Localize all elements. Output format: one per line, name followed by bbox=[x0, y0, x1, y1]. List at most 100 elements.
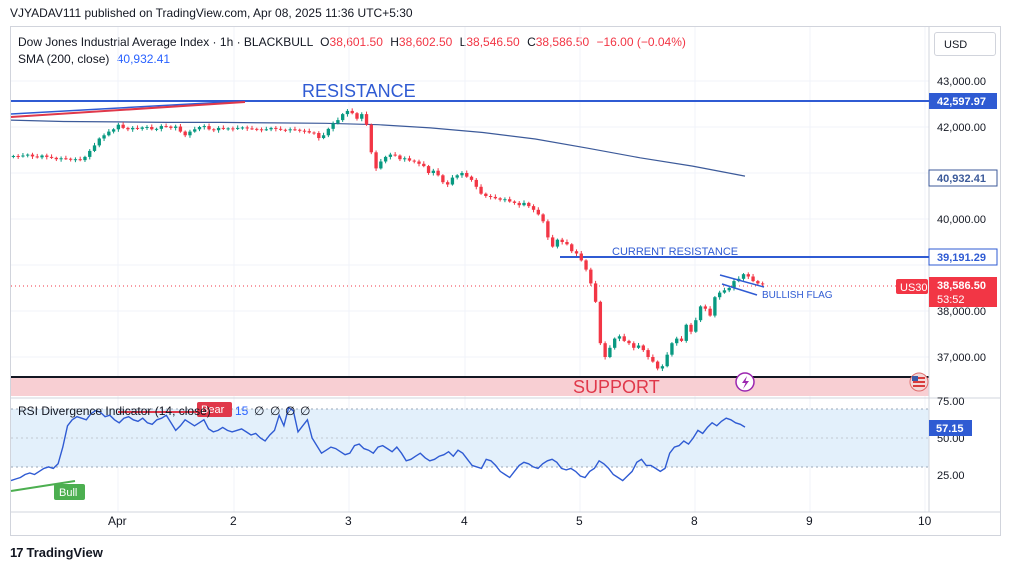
candle-body bbox=[732, 281, 736, 288]
support-band bbox=[11, 377, 929, 396]
sma-value: 40,932.41 bbox=[116, 52, 171, 66]
candle-body bbox=[603, 343, 607, 357]
candle-body bbox=[231, 128, 235, 130]
candle-body bbox=[431, 170, 436, 173]
change-value: −16.00 (−0.04%) bbox=[596, 35, 686, 49]
resistance-price-badge: 42,597.97 bbox=[929, 93, 997, 109]
candle-body bbox=[660, 366, 665, 369]
current-resistance-label: CURRENT RESISTANCE bbox=[612, 246, 738, 258]
candle-body bbox=[722, 290, 727, 293]
candle-body bbox=[321, 135, 326, 139]
tradingview-logo-icon: 17 bbox=[10, 545, 24, 560]
candle-body bbox=[684, 324, 688, 341]
candle-body bbox=[751, 276, 755, 282]
candle-body bbox=[317, 132, 321, 139]
candle-body bbox=[503, 199, 507, 201]
close-value: 38,586.50 bbox=[535, 35, 590, 49]
candle-body bbox=[202, 126, 206, 128]
candle-body bbox=[574, 251, 579, 254]
candle-body bbox=[383, 156, 388, 162]
rsi-value-badge: 57.15 bbox=[929, 420, 972, 436]
candle-body bbox=[407, 158, 412, 161]
candle-body bbox=[512, 201, 517, 203]
candle-body bbox=[460, 173, 464, 176]
candle-body bbox=[670, 343, 674, 355]
candle-body bbox=[441, 175, 445, 183]
current-resistance-price-text: 39,191.29 bbox=[937, 252, 986, 264]
rsi-placeholder-0: ∅ bbox=[254, 404, 264, 418]
candle-body bbox=[83, 156, 87, 161]
last-price-badge: US30 38,586.50 53:52 bbox=[896, 277, 997, 307]
candle-body bbox=[331, 123, 335, 129]
candle-body bbox=[412, 160, 416, 162]
candle-body bbox=[445, 182, 450, 185]
candle-body bbox=[741, 274, 746, 279]
candle-body bbox=[703, 306, 708, 309]
candle-body bbox=[379, 161, 383, 169]
currency-selector[interactable]: USD bbox=[934, 32, 996, 56]
bull-badge-label: Bull bbox=[59, 487, 77, 499]
symbol-legend[interactable]: Dow Jones Industrial Average Index · 1h … bbox=[18, 35, 686, 49]
candle-body bbox=[73, 159, 78, 161]
bear-badge: Bear bbox=[197, 402, 232, 417]
time-tick-4: 4 bbox=[461, 514, 468, 528]
candle-body bbox=[274, 127, 278, 129]
footer-brand: TradingView bbox=[26, 545, 103, 560]
time-tick-10: 10 bbox=[918, 514, 932, 528]
sma-legend[interactable]: SMA (200, close) 40,932.41 bbox=[18, 52, 170, 66]
candle-body bbox=[508, 199, 512, 202]
resistance-price-text: 42,597.97 bbox=[937, 96, 986, 108]
candle-body bbox=[694, 320, 698, 332]
candle-body bbox=[340, 114, 345, 121]
candle-body bbox=[183, 131, 187, 136]
candle-body bbox=[593, 283, 598, 302]
support-label: SUPPORT bbox=[573, 377, 660, 397]
rsi-placeholder-3: ∅ bbox=[300, 404, 310, 418]
candle-body bbox=[278, 128, 283, 130]
time-tick-3: 3 bbox=[345, 514, 352, 528]
candle-body bbox=[350, 110, 354, 114]
candle-body bbox=[531, 206, 536, 210]
candle-body bbox=[288, 129, 292, 131]
candle-body bbox=[565, 242, 569, 245]
tradingview-footer[interactable]: 17 TradingView bbox=[10, 545, 103, 560]
candle-body bbox=[259, 129, 264, 131]
candle-body bbox=[302, 130, 307, 132]
candle-body bbox=[655, 361, 660, 369]
candle-body bbox=[641, 345, 645, 351]
candle-body bbox=[21, 155, 25, 157]
candle-body bbox=[422, 163, 426, 167]
candle-body bbox=[207, 126, 211, 130]
us-flag-icon[interactable] bbox=[909, 372, 929, 392]
candle-body bbox=[546, 221, 550, 238]
time-tick-2: 2 bbox=[230, 514, 237, 528]
lightning-icon[interactable] bbox=[735, 372, 755, 392]
candle-body bbox=[417, 161, 421, 164]
candle-body bbox=[455, 175, 459, 178]
rsi-title[interactable]: RSI Divergence Indicator (14, close) bbox=[18, 404, 211, 418]
candle-body bbox=[403, 158, 407, 160]
candle-body bbox=[197, 127, 202, 130]
candle-body bbox=[30, 154, 35, 157]
candle-body bbox=[479, 186, 483, 194]
candle-body bbox=[40, 155, 44, 158]
candle-body bbox=[450, 177, 455, 185]
candle-body bbox=[159, 126, 163, 129]
candle-body bbox=[541, 214, 545, 222]
candle-body bbox=[92, 145, 97, 151]
last-symbol-text: US30 bbox=[900, 282, 928, 294]
candle-body bbox=[264, 129, 268, 131]
candle-body bbox=[212, 129, 216, 131]
candle-body bbox=[68, 158, 73, 160]
flag-upper-line bbox=[719, 274, 765, 288]
close-label: C bbox=[527, 35, 536, 49]
candle-body bbox=[698, 306, 703, 321]
candle-body bbox=[283, 129, 288, 131]
candle-body bbox=[116, 124, 121, 130]
candle-body bbox=[11, 155, 16, 157]
candle-body bbox=[150, 127, 154, 130]
candle-body bbox=[135, 127, 140, 129]
candle-body bbox=[713, 297, 717, 316]
candle-body bbox=[374, 152, 378, 169]
